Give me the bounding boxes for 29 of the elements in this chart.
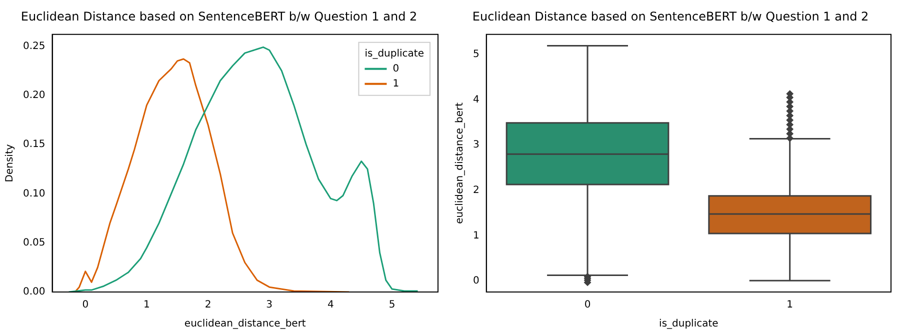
x-tick-label: 0 (82, 300, 89, 311)
y-tick-label: 5 (472, 48, 480, 60)
y-tick-label: 0.10 (23, 188, 46, 200)
y-tick-label: 0.20 (23, 90, 46, 101)
x-axis-title: is_duplicate (659, 318, 718, 330)
x-axis-title: euclidean_distance_bert (184, 318, 306, 330)
x-tick-label: 3 (266, 300, 273, 311)
y-axis-title: euclidean_distance_bert (454, 102, 466, 224)
legend-label: 1 (392, 78, 400, 90)
y-tick-label: 3 (472, 140, 480, 151)
y-tick-label: 0.05 (23, 237, 46, 248)
y-tick-label: 0.25 (23, 40, 46, 52)
y-tick-label: 0.00 (23, 286, 46, 298)
chart-title: Euclidean Distance based on SentenceBERT b/w Question 1 and 2 (20, 9, 418, 24)
y-tick-label: 2 (472, 185, 480, 196)
y-tick-label: 1 (472, 230, 480, 242)
x-tick-label: 4 (327, 300, 334, 311)
x-tick-label: 5 (388, 300, 396, 311)
chart-title: Euclidean Distance based on SentenceBERT b/w Question 1 and 2 (472, 9, 869, 24)
y-tick-label: 4 (472, 94, 480, 106)
x-tick-label: 1 (144, 300, 150, 311)
x-tick-label: 0 (584, 300, 591, 311)
x-tick-label: 1 (786, 300, 794, 311)
legend-title: is_duplicate (364, 48, 424, 60)
y-axis-title: Density (4, 144, 16, 182)
y-tick-label: 0 (472, 276, 480, 287)
y-tick-label: 0.15 (23, 139, 46, 150)
legend-label: 0 (392, 63, 400, 74)
x-tick-label: 2 (204, 300, 212, 311)
